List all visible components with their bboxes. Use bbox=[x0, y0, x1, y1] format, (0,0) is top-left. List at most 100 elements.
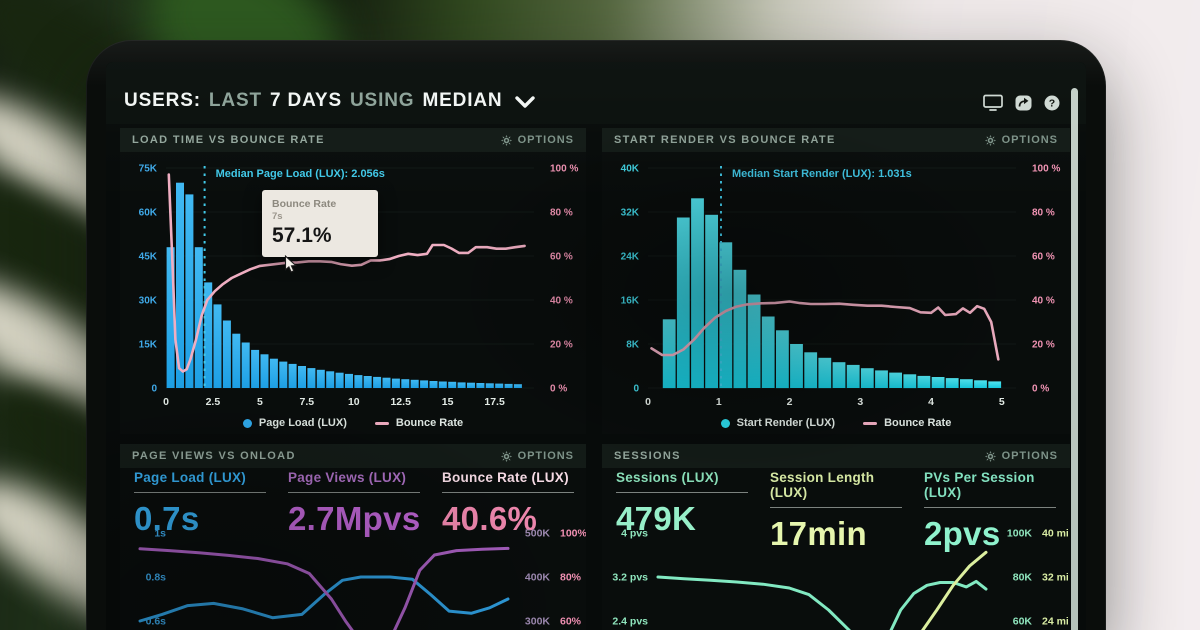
chart-legend: Start Render (LUX) Bounce Rate bbox=[602, 417, 1070, 429]
metric-value: 17min bbox=[770, 515, 868, 552]
legend-item[interactable]: Bounce Rate bbox=[863, 417, 951, 429]
header-part: MEDIAN bbox=[422, 90, 503, 111]
gear-icon bbox=[500, 134, 512, 146]
users-range-dropdown[interactable]: USERS: LAST 7 DAYS USING MEDIAN bbox=[124, 90, 535, 112]
help-icon[interactable]: ? bbox=[1044, 95, 1060, 111]
svg-text:15: 15 bbox=[442, 396, 454, 408]
legend-label: Bounce Rate bbox=[884, 417, 952, 429]
svg-text:75K: 75K bbox=[139, 164, 158, 175]
metric-value: 0.7s bbox=[134, 500, 200, 537]
svg-text:32 min: 32 min bbox=[1042, 572, 1068, 584]
chart-legend: Page Load (LUX) Bounce Rate bbox=[120, 417, 586, 429]
metric-session-length: Session Length (LUX) 17min bbox=[770, 470, 920, 553]
metric-page-views: Page Views (LUX) 2.7Mpvs bbox=[288, 470, 438, 538]
svg-text:80K: 80K bbox=[1013, 572, 1033, 584]
svg-text:0 %: 0 % bbox=[1032, 384, 1049, 395]
metric-value: 2pvs bbox=[924, 515, 1001, 552]
svg-text:4: 4 bbox=[928, 396, 934, 408]
svg-text:40 %: 40 % bbox=[1032, 296, 1055, 307]
tooltip-series: Bounce Rate bbox=[272, 198, 337, 210]
laptop-frame: USERS: LAST 7 DAYS USING MEDIAN ? bbox=[86, 40, 1106, 630]
svg-text:5: 5 bbox=[999, 396, 1005, 408]
gear-icon bbox=[500, 450, 512, 462]
svg-text:60K: 60K bbox=[1013, 616, 1033, 628]
start-render-histogram-chart[interactable]: 0 8K 16K 24K 32K 40K 0 % 20 % 40 % 60 % 80 % 100 % 0… bbox=[602, 152, 1068, 424]
chevron-down-icon bbox=[514, 96, 535, 108]
svg-text:40K: 40K bbox=[621, 164, 640, 175]
svg-text:20 %: 20 % bbox=[550, 340, 573, 351]
panel-header: LOAD TIME VS BOUNCE RATE OPTIONS bbox=[120, 128, 586, 152]
metric-label: Sessions (LUX) bbox=[616, 470, 748, 493]
header-icon-cluster: ? bbox=[983, 94, 1060, 111]
svg-text:Median Start Render (LUX): 1.0: Median Start Render (LUX): 1.031s bbox=[732, 168, 912, 180]
metric-bounce-rate: Bounce Rate (LUX) 40.6% bbox=[442, 470, 592, 538]
panel-sessions: SESSIONS OPTIONS Sessions (LUX) 479K Ses… bbox=[602, 444, 1070, 630]
metric-label: Page Load (LUX) bbox=[134, 470, 266, 493]
svg-text:2.5: 2.5 bbox=[206, 396, 221, 408]
svg-text:0: 0 bbox=[151, 384, 157, 395]
share-icon[interactable] bbox=[1015, 95, 1032, 111]
metric-label: Session Length (LUX) bbox=[770, 470, 902, 508]
svg-text:1: 1 bbox=[716, 396, 722, 408]
svg-text:2.4 pvs: 2.4 pvs bbox=[612, 616, 648, 628]
panel-header: PAGE VIEWS VS ONLOAD OPTIONS bbox=[120, 444, 586, 468]
svg-text:80%: 80% bbox=[560, 572, 582, 584]
panel-title: LOAD TIME VS BOUNCE RATE bbox=[132, 134, 325, 146]
svg-text:20 %: 20 % bbox=[1032, 340, 1055, 351]
options-label: OPTIONS bbox=[517, 450, 574, 462]
svg-text:80 %: 80 % bbox=[550, 208, 573, 219]
svg-text:Median Page Load (LUX): 2.056s: Median Page Load (LUX): 2.056s bbox=[216, 168, 385, 180]
svg-text:?: ? bbox=[1049, 97, 1055, 109]
svg-text:17.5: 17.5 bbox=[484, 396, 505, 408]
svg-text:400K: 400K bbox=[525, 572, 551, 584]
options-button[interactable]: OPTIONS bbox=[984, 134, 1058, 146]
svg-text:100K: 100K bbox=[1007, 528, 1033, 540]
legend-line-icon bbox=[863, 421, 878, 425]
svg-text:4 pvs: 4 pvs bbox=[621, 528, 648, 540]
svg-text:100%: 100% bbox=[560, 528, 586, 540]
svg-text:32K: 32K bbox=[621, 208, 640, 219]
laptop-screen: USERS: LAST 7 DAYS USING MEDIAN ? bbox=[106, 62, 1086, 630]
options-button[interactable]: OPTIONS bbox=[500, 134, 574, 146]
svg-text:0: 0 bbox=[645, 396, 651, 408]
options-button[interactable]: OPTIONS bbox=[984, 450, 1058, 462]
options-label: OPTIONS bbox=[1001, 450, 1058, 462]
sessions-sparkline-chart[interactable]: 4 pvs 3.2 pvs 2.4 pvs 100K 40 min 80K 32 min 60… bbox=[602, 524, 1068, 630]
load-time-histogram-chart[interactable]: 0 15K 30K 45K 60K 75K 0 % 20 % 40 % 60 % 80 % 100 %… bbox=[120, 152, 586, 424]
vertical-scrollbar[interactable] bbox=[1071, 88, 1078, 630]
legend-dot-icon bbox=[242, 418, 252, 428]
panel-title: SESSIONS bbox=[614, 450, 681, 462]
gear-icon bbox=[984, 450, 996, 462]
svg-text:500K: 500K bbox=[525, 528, 551, 540]
svg-text:15K: 15K bbox=[139, 340, 158, 351]
panel-header: SESSIONS OPTIONS bbox=[602, 444, 1070, 468]
svg-text:100 %: 100 % bbox=[550, 164, 578, 175]
chart-hover-tooltip: Bounce Rate 7s 57.1% bbox=[262, 190, 378, 257]
gear-icon bbox=[984, 134, 996, 146]
legend-item[interactable]: Start Render (LUX) bbox=[720, 417, 836, 429]
svg-text:80 %: 80 % bbox=[1032, 208, 1055, 219]
svg-text:5: 5 bbox=[257, 396, 263, 408]
panel-title: PAGE VIEWS VS ONLOAD bbox=[132, 450, 296, 462]
options-label: OPTIONS bbox=[517, 134, 574, 146]
metric-page-load: Page Load (LUX) 0.7s bbox=[134, 470, 284, 538]
display-icon[interactable] bbox=[983, 94, 1003, 111]
svg-text:60 %: 60 % bbox=[1032, 252, 1055, 263]
options-button[interactable]: OPTIONS bbox=[500, 450, 574, 462]
legend-label: Bounce Rate bbox=[395, 417, 464, 429]
legend-label: Start Render (LUX) bbox=[736, 417, 836, 429]
dashboard-header: USERS: LAST 7 DAYS USING MEDIAN ? bbox=[106, 62, 1086, 124]
svg-text:0.8s: 0.8s bbox=[146, 572, 167, 584]
header-part: LAST bbox=[208, 90, 262, 111]
legend-item[interactable]: Bounce Rate bbox=[374, 417, 464, 429]
svg-text:60%: 60% bbox=[560, 616, 582, 628]
header-part: USING bbox=[349, 90, 415, 111]
svg-text:60 %: 60 % bbox=[550, 252, 573, 263]
legend-item[interactable]: Page Load (LUX) bbox=[242, 417, 347, 429]
svg-text:7.5: 7.5 bbox=[299, 396, 314, 408]
svg-text:300K: 300K bbox=[525, 616, 551, 628]
svg-text:24K: 24K bbox=[621, 252, 640, 263]
metric-label: Page Views (LUX) bbox=[288, 470, 420, 493]
svg-text:45K: 45K bbox=[139, 252, 158, 263]
